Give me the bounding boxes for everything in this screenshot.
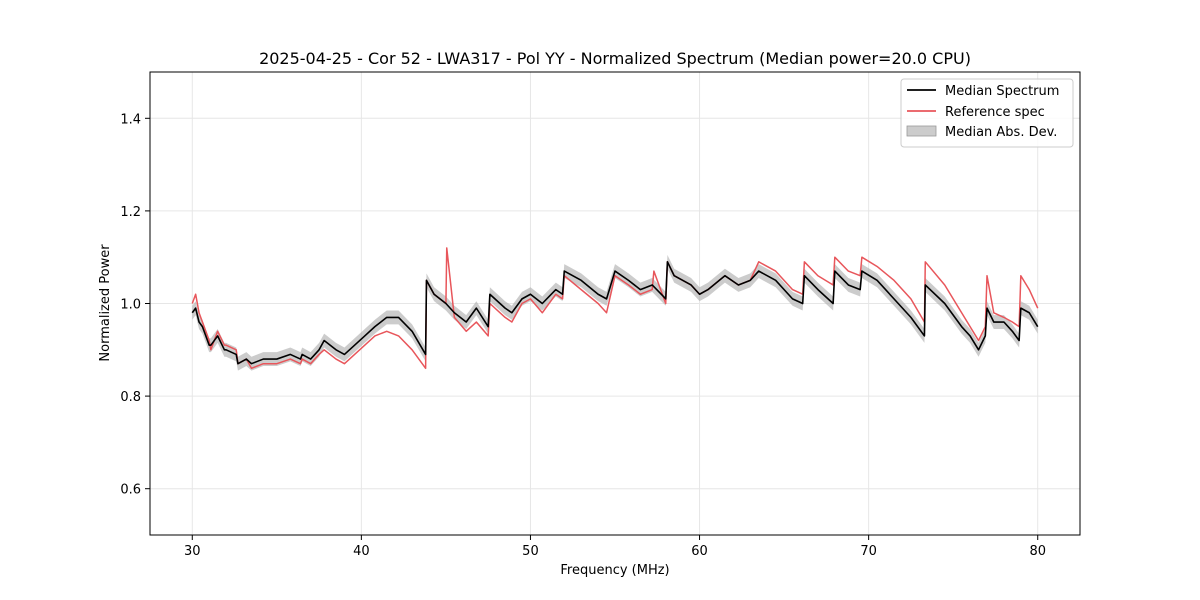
y-tick-label: 0.6 (120, 483, 141, 498)
y-tick-label: 1.4 (120, 112, 141, 127)
x-tick-label: 40 (353, 544, 370, 559)
x-axis-label: Frequency (MHz) (560, 563, 669, 578)
x-tick-label: 70 (860, 544, 877, 559)
legend-box (900, 78, 1074, 148)
y-tick-label: 1.2 (120, 205, 141, 220)
legend-mad-label: Median Abs. Dev. (945, 125, 1057, 140)
x-tick-label: 30 (184, 544, 201, 559)
legend-median-label: Median Spectrum (945, 84, 1059, 99)
y-tick-label: 1.0 (120, 298, 141, 313)
legend-mad-swatch (906, 125, 937, 137)
axis-ticks: 30 40 50 60 70 80 0.6 0.8 1.0 1.2 1.4 (120, 112, 1046, 559)
legend: Median Spectrum Reference spec Median Ab… (900, 78, 1074, 148)
legend-reference-label: Reference spec (945, 105, 1045, 120)
median-spectrum-line (191, 261, 1039, 365)
y-tick-label: 0.8 (120, 390, 141, 405)
x-tick-label: 60 (691, 544, 708, 559)
x-tick-label: 50 (522, 544, 539, 559)
x-tick-label: 80 (1029, 544, 1046, 559)
plot-area (191, 247, 1039, 371)
chart-title: 2025-04-25 - Cor 52 - LWA317 - Pol YY - … (259, 49, 971, 68)
y-axis-label: Normalized Power (98, 244, 113, 362)
